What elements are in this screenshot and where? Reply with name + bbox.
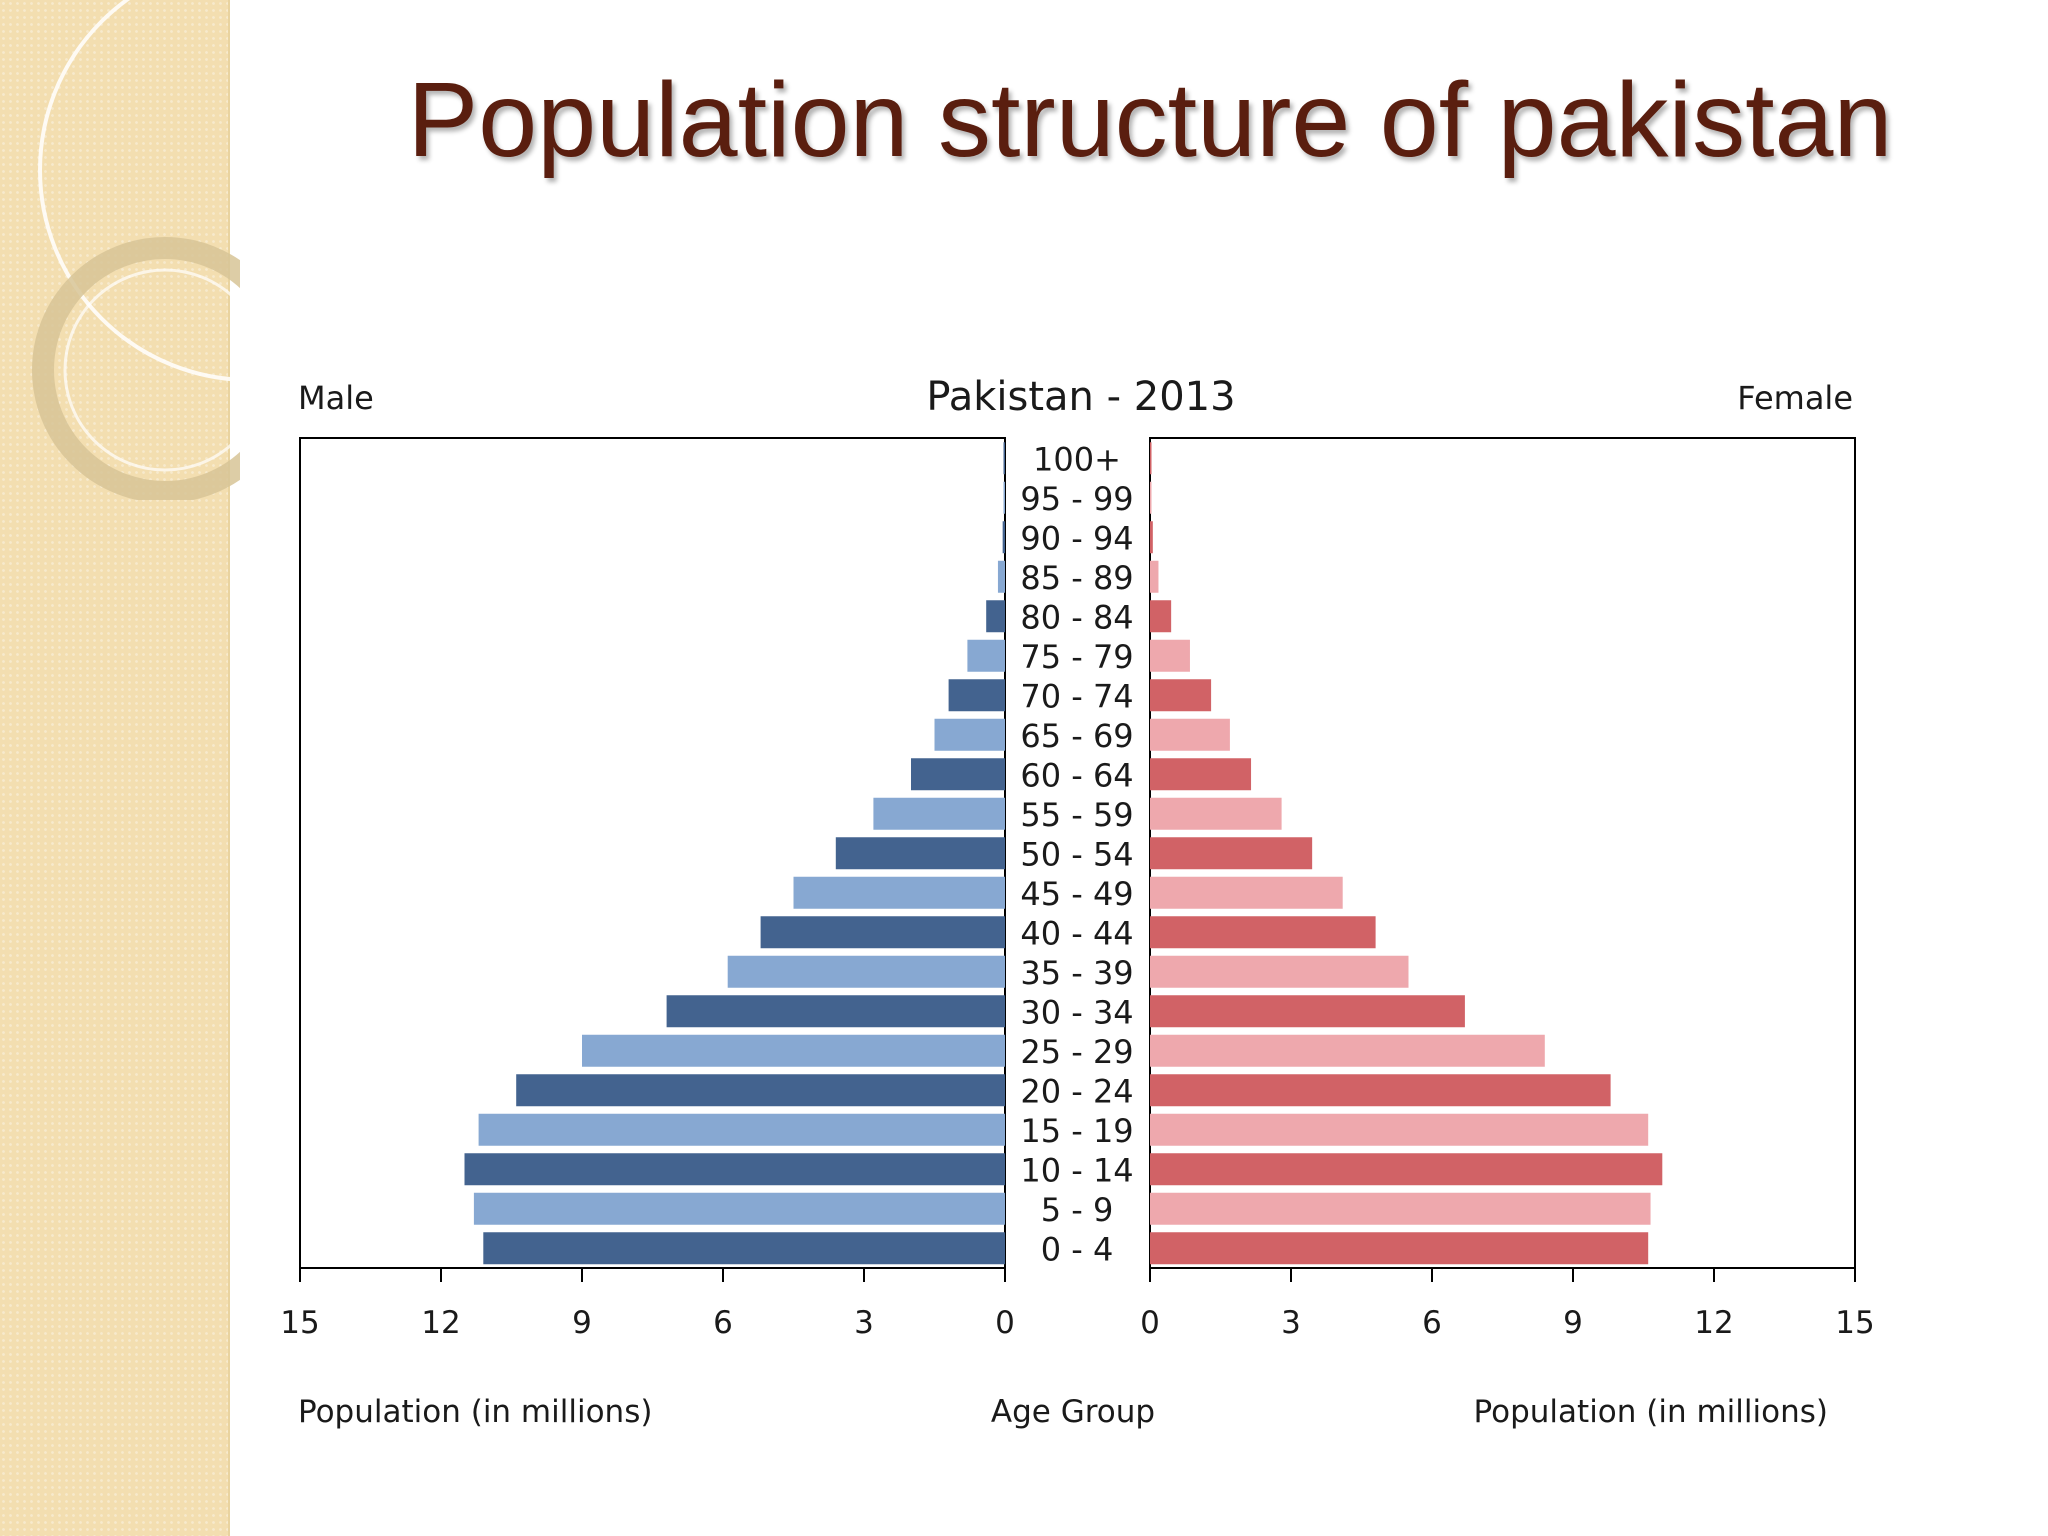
male-bar-14: [948, 679, 1005, 712]
male-x-axis: 15 12 9 6 3 0: [280, 1268, 1015, 1341]
male-bar-11: [873, 797, 1005, 830]
female-bars: [1150, 442, 1663, 1265]
female-bar-20: [1150, 442, 1152, 475]
ring-small-outer: [32, 237, 240, 500]
female-bar-8: [1150, 916, 1376, 949]
female-x-axis: 0 3 6 9 12 15: [1140, 1268, 1875, 1341]
male-tick-label-1: 12: [421, 1305, 460, 1341]
female-bar-3: [1150, 1113, 1649, 1146]
female-bar-6: [1150, 995, 1465, 1028]
decorative-rings: [32, 0, 240, 500]
age-label-2: 10 - 14: [1020, 1151, 1133, 1189]
age-label-0: 0 - 4: [1041, 1230, 1114, 1268]
male-bar-4: [516, 1074, 1005, 1107]
male-tick-label-5: 0: [995, 1305, 1015, 1341]
male-bar-7: [727, 955, 1005, 988]
male-bar-20: [1003, 442, 1005, 475]
male-bar-10: [835, 837, 1005, 870]
female-bar-5: [1150, 1034, 1545, 1067]
female-bar-0: [1150, 1232, 1649, 1265]
age-label-12: 60 - 64: [1020, 756, 1133, 794]
male-bar-17: [997, 560, 1005, 593]
age-label-1: 5 - 9: [1041, 1191, 1114, 1229]
age-group-axis-label: Age Group: [991, 1394, 1155, 1430]
male-bar-15: [967, 639, 1005, 672]
male-bar-19: [1003, 481, 1005, 514]
male-bar-1: [473, 1192, 1005, 1225]
female-bar-4: [1150, 1074, 1611, 1107]
age-label-10: 50 - 54: [1020, 835, 1133, 873]
age-label-3: 15 - 19: [1020, 1112, 1133, 1150]
male-tick-label-0: 15: [280, 1305, 319, 1341]
male-bar-6: [666, 995, 1005, 1028]
male-tick-label-3: 6: [713, 1305, 733, 1341]
age-label-20: 100+: [1033, 440, 1121, 478]
age-label-6: 30 - 34: [1020, 993, 1133, 1031]
ring-small-inner: [63, 268, 240, 472]
female-bar-15: [1150, 639, 1190, 672]
male-tick-label-4: 3: [854, 1305, 874, 1341]
male-bars: [464, 442, 1006, 1265]
female-tick-label-0: 0: [1140, 1305, 1160, 1341]
female-bar-2: [1150, 1153, 1663, 1186]
female-bar-19: [1150, 481, 1152, 514]
male-bar-18: [1002, 521, 1005, 554]
female-bar-13: [1150, 718, 1230, 751]
male-bar-16: [986, 600, 1005, 633]
male-bar-8: [760, 916, 1005, 949]
age-label-13: 65 - 69: [1020, 717, 1133, 755]
male-bar-9: [793, 876, 1005, 909]
female-tick-label-5: 15: [1835, 1305, 1874, 1341]
female-tick-label-1: 3: [1281, 1305, 1301, 1341]
male-bar-0: [483, 1232, 1005, 1265]
male-bar-13: [934, 718, 1005, 751]
female-tick-label-4: 12: [1694, 1305, 1733, 1341]
age-label-7: 35 - 39: [1020, 954, 1133, 992]
male-x-axis-label: Population (in millions): [298, 1394, 652, 1430]
age-label-19: 95 - 99: [1020, 480, 1133, 518]
age-label-14: 70 - 74: [1020, 677, 1133, 715]
age-label-11: 55 - 59: [1020, 796, 1133, 834]
female-bar-10: [1150, 837, 1313, 870]
female-bar-11: [1150, 797, 1282, 830]
male-bar-3: [478, 1113, 1006, 1146]
age-label-17: 85 - 89: [1020, 559, 1133, 597]
female-bar-9: [1150, 876, 1343, 909]
male-bar-5: [582, 1034, 1005, 1067]
age-label-8: 40 - 44: [1020, 914, 1133, 952]
ring-large: [38, 0, 240, 382]
chart-title: Pakistan - 2013: [926, 374, 1235, 420]
female-bar-17: [1150, 560, 1159, 593]
age-label-4: 20 - 24: [1020, 1072, 1133, 1110]
age-label-16: 80 - 84: [1020, 598, 1133, 636]
female-tick-label-3: 9: [1563, 1305, 1583, 1341]
age-label-18: 90 - 94: [1020, 519, 1133, 557]
female-x-axis-label: Population (in millions): [1474, 1394, 1828, 1430]
male-bar-2: [464, 1153, 1005, 1186]
female-tick-label-2: 6: [1422, 1305, 1442, 1341]
female-bar-1: [1150, 1192, 1651, 1225]
female-bar-18: [1150, 521, 1153, 554]
male-label: Male: [298, 379, 374, 417]
female-label: Female: [1737, 379, 1853, 417]
male-bar-12: [911, 758, 1005, 791]
female-bar-16: [1150, 600, 1172, 633]
female-bar-14: [1150, 679, 1212, 712]
female-bar-7: [1150, 955, 1409, 988]
age-label-9: 45 - 49: [1020, 875, 1133, 913]
age-label-15: 75 - 79: [1020, 638, 1133, 676]
slide-title: Population structure of pakistan: [407, 61, 1893, 179]
male-tick-label-2: 9: [572, 1305, 592, 1341]
female-bar-12: [1150, 758, 1252, 791]
age-label-5: 25 - 29: [1020, 1033, 1133, 1071]
